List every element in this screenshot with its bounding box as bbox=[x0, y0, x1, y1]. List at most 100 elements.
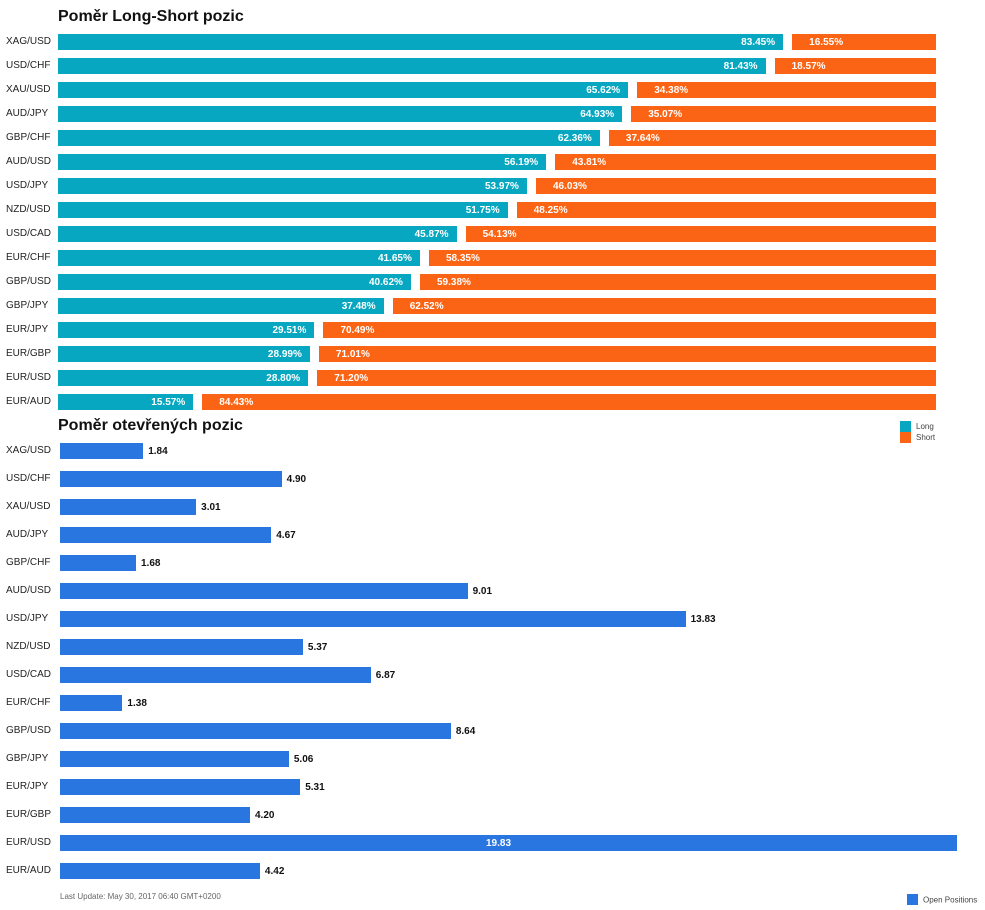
legend-item-open-positions[interactable]: Open Positions bbox=[907, 894, 977, 905]
open-positions-bar-usd-cad bbox=[60, 667, 371, 683]
long-short-category-label: GBP/CHF bbox=[6, 132, 51, 143]
open-positions-value-label-xau-usd: 3.01 bbox=[201, 502, 221, 513]
long-bar-usd-jpy bbox=[58, 178, 527, 194]
long-value-label-gbp-chf: 62.36% bbox=[557, 133, 592, 144]
long-value-label-xau-usd: 65.62% bbox=[586, 85, 621, 96]
open-positions-category-label: USD/CAD bbox=[6, 669, 52, 680]
open-positions-value-label-gbp-chf: 1.68 bbox=[140, 558, 161, 569]
long-value-label-xag-usd: 83.45% bbox=[741, 37, 776, 48]
open-positions-legend: Open Positions bbox=[907, 894, 977, 905]
long-short-category-label: EUR/USD bbox=[6, 372, 52, 383]
long-bar-nzd-usd bbox=[58, 202, 508, 218]
short-value-label-aud-usd: 43.81% bbox=[572, 157, 607, 168]
open-positions-value-label-aud-usd: 9.01 bbox=[472, 586, 493, 597]
long-short-category-label: XAG/USD bbox=[6, 36, 52, 47]
long-value-label-nzd-usd: 51.75% bbox=[465, 205, 500, 216]
short-value-label-eur-chf: 58.35% bbox=[445, 253, 480, 264]
long-bar-aud-jpy bbox=[58, 106, 623, 122]
short-bar-gbp-usd bbox=[419, 274, 936, 290]
short-value-label-eur-jpy: 70.49% bbox=[340, 325, 375, 336]
long-bar-eur-aud bbox=[58, 394, 194, 410]
long-bar-eur-chf bbox=[58, 250, 420, 266]
short-bar-gbp-chf bbox=[608, 130, 936, 146]
short-value-label-eur-aud: 84.43% bbox=[219, 397, 254, 408]
short-bar-eur-chf bbox=[428, 250, 936, 266]
legend-item-short[interactable]: Short bbox=[900, 432, 935, 443]
open-positions-value-label-gbp-jpy: 5.06 bbox=[293, 754, 314, 765]
short-value-label-gbp-chf: 37.64% bbox=[625, 133, 660, 144]
long-value-label-usd-cad: 45.87% bbox=[414, 229, 449, 240]
short-bar-eur-usd bbox=[317, 370, 936, 386]
open-positions-value-label-xag-usd: 1.84 bbox=[148, 446, 168, 457]
short-value-label-usd-cad: 54.13% bbox=[482, 229, 517, 240]
open-positions-category-label: GBP/CHF bbox=[6, 557, 51, 568]
short-value-label-gbp-jpy: 62.52% bbox=[409, 301, 444, 312]
open-positions-category-label: EUR/AUD bbox=[6, 865, 52, 876]
open-positions-value-label-eur-jpy: 5.31 bbox=[305, 782, 325, 793]
long-value-label-eur-aud: 15.57% bbox=[151, 397, 186, 408]
long-short-category-label: EUR/AUD bbox=[6, 396, 52, 407]
short-bar-eur-gbp bbox=[318, 346, 936, 362]
short-bar-aud-jpy bbox=[631, 106, 936, 122]
short-value-label-xag-usd: 16.55% bbox=[809, 37, 844, 48]
open-positions-category-label: XAG/USD bbox=[6, 445, 52, 456]
long-bar-usd-cad bbox=[58, 226, 457, 242]
open-positions-category-label: EUR/CHF bbox=[6, 697, 51, 708]
short-value-label-usd-jpy: 46.03% bbox=[552, 181, 587, 192]
short-value-label-usd-chf: 18.57% bbox=[791, 61, 826, 72]
open-positions-bar-aud-usd bbox=[60, 583, 468, 599]
long-value-label-eur-chf: 41.65% bbox=[377, 253, 412, 264]
short-value-label-eur-usd: 71.20% bbox=[334, 373, 369, 384]
legend-swatch-short bbox=[900, 432, 911, 443]
open-positions-category-label: NZD/USD bbox=[6, 641, 51, 652]
short-bar-aud-usd bbox=[555, 154, 936, 170]
open-positions-value-label-eur-chf: 1.38 bbox=[127, 698, 147, 709]
open-positions-value-label-gbp-usd: 8.64 bbox=[455, 726, 476, 737]
open-positions-bar-gbp-usd bbox=[60, 723, 451, 739]
short-bar-nzd-usd bbox=[516, 202, 936, 218]
long-short-category-label: AUD/JPY bbox=[6, 108, 49, 119]
long-short-category-label: GBP/USD bbox=[6, 276, 52, 287]
open-positions-value-label-aud-jpy: 4.67 bbox=[276, 530, 296, 541]
long-short-category-label: USD/CAD bbox=[6, 228, 52, 239]
long-short-category-label: GBP/JPY bbox=[6, 300, 49, 311]
open-positions-bar-eur-jpy bbox=[60, 779, 301, 795]
short-value-label-gbp-usd: 59.38% bbox=[436, 277, 471, 288]
long-bar-gbp-jpy bbox=[58, 298, 384, 314]
long-short-category-label: AUD/USD bbox=[6, 156, 52, 167]
long-short-category-label: EUR/JPY bbox=[6, 324, 49, 335]
open-positions-category-label: EUR/USD bbox=[6, 837, 52, 848]
open-positions-category-label: XAU/USD bbox=[6, 501, 51, 512]
open-positions-category-label: USD/JPY bbox=[6, 613, 49, 624]
open-positions-category-label: EUR/JPY bbox=[6, 781, 49, 792]
short-value-label-nzd-usd: 48.25% bbox=[533, 205, 568, 216]
long-short-category-label: USD/JPY bbox=[6, 180, 49, 191]
short-value-label-xau-usd: 34.38% bbox=[654, 85, 689, 96]
open-positions-bar-aud-jpy bbox=[60, 527, 272, 543]
short-value-label-eur-gbp: 71.01% bbox=[335, 349, 370, 360]
open-positions-bar-xag-usd bbox=[60, 443, 144, 459]
open-positions-category-label: USD/CHF bbox=[6, 473, 51, 484]
long-value-label-eur-usd: 28.80% bbox=[266, 373, 301, 384]
long-bar-usd-chf bbox=[58, 58, 766, 74]
legend-label-short: Short bbox=[916, 433, 936, 442]
open-positions-value-label-eur-aud: 4.42 bbox=[264, 866, 285, 877]
open-positions-bar-eur-chf bbox=[60, 695, 123, 711]
short-bar-usd-chf bbox=[774, 58, 936, 74]
open-positions-bar-gbp-jpy bbox=[60, 751, 289, 767]
long-short-category-label: EUR/CHF bbox=[6, 252, 51, 263]
legend-item-long[interactable]: Long bbox=[900, 421, 934, 432]
open-positions-value-label-usd-chf: 4.90 bbox=[286, 474, 307, 485]
open-positions-bar-nzd-usd bbox=[60, 639, 303, 655]
long-value-label-usd-chf: 81.43% bbox=[723, 61, 758, 72]
long-value-label-eur-gbp: 28.99% bbox=[267, 349, 302, 360]
long-bar-gbp-usd bbox=[58, 274, 411, 290]
open-positions-bar-eur-aud bbox=[60, 863, 260, 879]
legend-swatch-open-positions bbox=[907, 894, 918, 905]
open-positions-category-label: EUR/GBP bbox=[6, 809, 52, 820]
short-value-label-aud-jpy: 35.07% bbox=[648, 109, 683, 120]
long-value-label-gbp-usd: 40.62% bbox=[368, 277, 403, 288]
long-bar-eur-gbp bbox=[58, 346, 310, 362]
long-bar-xau-usd bbox=[58, 82, 629, 98]
